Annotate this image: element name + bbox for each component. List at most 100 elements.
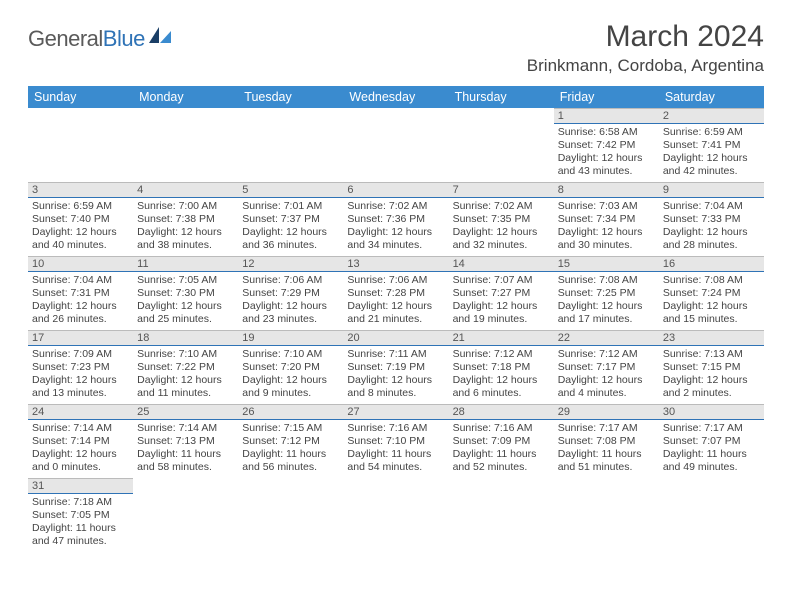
weekday-header: Thursday bbox=[449, 86, 554, 108]
sunrise-line: Sunrise: 7:06 AM bbox=[242, 274, 339, 287]
day-number: 13 bbox=[343, 256, 448, 272]
daylight-line: Daylight: 12 hours and 34 minutes. bbox=[347, 226, 444, 252]
sunrise-line: Sunrise: 7:17 AM bbox=[558, 422, 655, 435]
sunset-line: Sunset: 7:27 PM bbox=[453, 287, 550, 300]
calendar-cell bbox=[554, 478, 659, 552]
calendar-cell bbox=[28, 108, 133, 182]
day-body: Sunrise: 7:10 AMSunset: 7:22 PMDaylight:… bbox=[133, 346, 238, 403]
day-body: Sunrise: 7:02 AMSunset: 7:36 PMDaylight:… bbox=[343, 198, 448, 255]
day-number: 17 bbox=[28, 330, 133, 346]
daylight-line: Daylight: 12 hours and 25 minutes. bbox=[137, 300, 234, 326]
daylight-line: Daylight: 12 hours and 8 minutes. bbox=[347, 374, 444, 400]
weekday-header: Monday bbox=[133, 86, 238, 108]
sunset-line: Sunset: 7:14 PM bbox=[32, 435, 129, 448]
calendar-week-row: 1Sunrise: 6:58 AMSunset: 7:42 PMDaylight… bbox=[28, 108, 764, 182]
sunrise-line: Sunrise: 7:14 AM bbox=[137, 422, 234, 435]
weekday-header: Sunday bbox=[28, 86, 133, 108]
daylight-line: Daylight: 12 hours and 38 minutes. bbox=[137, 226, 234, 252]
day-body: Sunrise: 7:03 AMSunset: 7:34 PMDaylight:… bbox=[554, 198, 659, 255]
calendar-week-row: 10Sunrise: 7:04 AMSunset: 7:31 PMDayligh… bbox=[28, 256, 764, 330]
calendar-week-row: 17Sunrise: 7:09 AMSunset: 7:23 PMDayligh… bbox=[28, 330, 764, 404]
calendar-cell: 2Sunrise: 6:59 AMSunset: 7:41 PMDaylight… bbox=[659, 108, 764, 182]
day-body: Sunrise: 7:12 AMSunset: 7:17 PMDaylight:… bbox=[554, 346, 659, 403]
day-number: 14 bbox=[449, 256, 554, 272]
daylight-line: Daylight: 12 hours and 23 minutes. bbox=[242, 300, 339, 326]
calendar-cell bbox=[659, 478, 764, 552]
sunrise-line: Sunrise: 6:59 AM bbox=[32, 200, 129, 213]
daylight-line: Daylight: 12 hours and 17 minutes. bbox=[558, 300, 655, 326]
day-number: 21 bbox=[449, 330, 554, 346]
day-number: 24 bbox=[28, 404, 133, 420]
sunrise-line: Sunrise: 7:07 AM bbox=[453, 274, 550, 287]
day-number: 15 bbox=[554, 256, 659, 272]
sunset-line: Sunset: 7:23 PM bbox=[32, 361, 129, 374]
sunset-line: Sunset: 7:42 PM bbox=[558, 139, 655, 152]
sunrise-line: Sunrise: 7:12 AM bbox=[558, 348, 655, 361]
calendar-cell: 3Sunrise: 6:59 AMSunset: 7:40 PMDaylight… bbox=[28, 182, 133, 256]
calendar-cell: 19Sunrise: 7:10 AMSunset: 7:20 PMDayligh… bbox=[238, 330, 343, 404]
calendar-week-row: 3Sunrise: 6:59 AMSunset: 7:40 PMDaylight… bbox=[28, 182, 764, 256]
calendar-cell bbox=[449, 478, 554, 552]
daylight-line: Daylight: 12 hours and 0 minutes. bbox=[32, 448, 129, 474]
sunset-line: Sunset: 7:13 PM bbox=[137, 435, 234, 448]
weekday-header: Wednesday bbox=[343, 86, 448, 108]
day-number: 26 bbox=[238, 404, 343, 420]
day-body: Sunrise: 7:00 AMSunset: 7:38 PMDaylight:… bbox=[133, 198, 238, 255]
weekday-header: Tuesday bbox=[238, 86, 343, 108]
sunrise-line: Sunrise: 7:04 AM bbox=[663, 200, 760, 213]
day-body: Sunrise: 6:59 AMSunset: 7:41 PMDaylight:… bbox=[659, 124, 764, 181]
day-body: Sunrise: 6:59 AMSunset: 7:40 PMDaylight:… bbox=[28, 198, 133, 255]
day-body: Sunrise: 6:58 AMSunset: 7:42 PMDaylight:… bbox=[554, 124, 659, 181]
sunset-line: Sunset: 7:37 PM bbox=[242, 213, 339, 226]
day-number: 28 bbox=[449, 404, 554, 420]
sunrise-line: Sunrise: 7:09 AM bbox=[32, 348, 129, 361]
calendar-cell: 21Sunrise: 7:12 AMSunset: 7:18 PMDayligh… bbox=[449, 330, 554, 404]
daylight-line: Daylight: 11 hours and 52 minutes. bbox=[453, 448, 550, 474]
calendar-week-row: 31Sunrise: 7:18 AMSunset: 7:05 PMDayligh… bbox=[28, 478, 764, 552]
sunrise-line: Sunrise: 7:18 AM bbox=[32, 496, 129, 509]
daylight-line: Daylight: 11 hours and 49 minutes. bbox=[663, 448, 760, 474]
sunrise-line: Sunrise: 7:15 AM bbox=[242, 422, 339, 435]
day-number: 16 bbox=[659, 256, 764, 272]
daylight-line: Daylight: 12 hours and 9 minutes. bbox=[242, 374, 339, 400]
calendar-cell: 10Sunrise: 7:04 AMSunset: 7:31 PMDayligh… bbox=[28, 256, 133, 330]
sunset-line: Sunset: 7:28 PM bbox=[347, 287, 444, 300]
day-body: Sunrise: 7:15 AMSunset: 7:12 PMDaylight:… bbox=[238, 420, 343, 477]
day-number: 7 bbox=[449, 182, 554, 198]
sunset-line: Sunset: 7:09 PM bbox=[453, 435, 550, 448]
sunrise-line: Sunrise: 7:08 AM bbox=[663, 274, 760, 287]
sunset-line: Sunset: 7:19 PM bbox=[347, 361, 444, 374]
sunrise-line: Sunrise: 7:13 AM bbox=[663, 348, 760, 361]
day-body: Sunrise: 7:06 AMSunset: 7:28 PMDaylight:… bbox=[343, 272, 448, 329]
day-number: 5 bbox=[238, 182, 343, 198]
logo-sail-icon bbox=[147, 25, 173, 45]
daylight-line: Daylight: 12 hours and 2 minutes. bbox=[663, 374, 760, 400]
day-body: Sunrise: 7:02 AMSunset: 7:35 PMDaylight:… bbox=[449, 198, 554, 255]
calendar-table: SundayMondayTuesdayWednesdayThursdayFrid… bbox=[28, 86, 764, 552]
calendar-cell: 28Sunrise: 7:16 AMSunset: 7:09 PMDayligh… bbox=[449, 404, 554, 478]
calendar-body: 1Sunrise: 6:58 AMSunset: 7:42 PMDaylight… bbox=[28, 108, 764, 552]
sunset-line: Sunset: 7:15 PM bbox=[663, 361, 760, 374]
day-number: 29 bbox=[554, 404, 659, 420]
day-number: 1 bbox=[554, 108, 659, 124]
daylight-line: Daylight: 12 hours and 40 minutes. bbox=[32, 226, 129, 252]
calendar-cell: 6Sunrise: 7:02 AMSunset: 7:36 PMDaylight… bbox=[343, 182, 448, 256]
day-number: 20 bbox=[343, 330, 448, 346]
sunrise-line: Sunrise: 7:02 AM bbox=[453, 200, 550, 213]
calendar-cell: 22Sunrise: 7:12 AMSunset: 7:17 PMDayligh… bbox=[554, 330, 659, 404]
day-body: Sunrise: 7:13 AMSunset: 7:15 PMDaylight:… bbox=[659, 346, 764, 403]
calendar-cell: 30Sunrise: 7:17 AMSunset: 7:07 PMDayligh… bbox=[659, 404, 764, 478]
day-body: Sunrise: 7:09 AMSunset: 7:23 PMDaylight:… bbox=[28, 346, 133, 403]
day-body: Sunrise: 7:08 AMSunset: 7:25 PMDaylight:… bbox=[554, 272, 659, 329]
sunset-line: Sunset: 7:29 PM bbox=[242, 287, 339, 300]
day-number: 23 bbox=[659, 330, 764, 346]
sunset-line: Sunset: 7:17 PM bbox=[558, 361, 655, 374]
sunset-line: Sunset: 7:33 PM bbox=[663, 213, 760, 226]
daylight-line: Daylight: 12 hours and 21 minutes. bbox=[347, 300, 444, 326]
sunrise-line: Sunrise: 7:05 AM bbox=[137, 274, 234, 287]
calendar-cell: 12Sunrise: 7:06 AMSunset: 7:29 PMDayligh… bbox=[238, 256, 343, 330]
weekday-header: Friday bbox=[554, 86, 659, 108]
calendar-cell bbox=[343, 478, 448, 552]
calendar-cell: 26Sunrise: 7:15 AMSunset: 7:12 PMDayligh… bbox=[238, 404, 343, 478]
daylight-line: Daylight: 12 hours and 11 minutes. bbox=[137, 374, 234, 400]
